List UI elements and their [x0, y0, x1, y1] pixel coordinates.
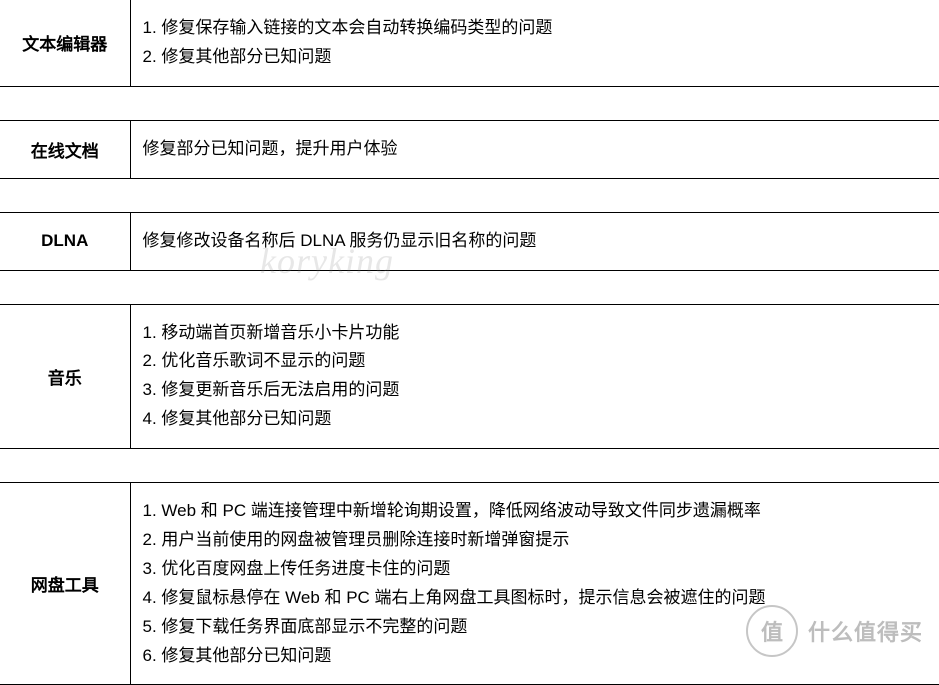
row-content: 1. Web 和 PC 端连接管理中新增轮询期设置，降低网络波动导致文件同步遗漏…: [130, 483, 939, 685]
table-row: 文本编辑器1. 修复保存输入链接的文本会自动转换编码类型的问题2. 修复其他部分…: [0, 0, 939, 86]
row-spacer: [0, 449, 939, 483]
list-item: 4. 修复其他部分已知问题: [143, 405, 928, 434]
list-item: 2. 用户当前使用的网盘被管理员删除连接时新增弹窗提示: [143, 526, 928, 555]
list-item: 1. 修复保存输入链接的文本会自动转换编码类型的问题: [143, 14, 928, 43]
changelog-table: 文本编辑器1. 修复保存输入链接的文本会自动转换编码类型的问题2. 修复其他部分…: [0, 0, 939, 685]
row-content: 1. 修复保存输入链接的文本会自动转换编码类型的问题2. 修复其他部分已知问题: [130, 0, 939, 86]
list-item: 1. 移动端首页新增音乐小卡片功能: [143, 319, 928, 348]
list-item: 3. 修复更新音乐后无法启用的问题: [143, 376, 928, 405]
row-spacer: [0, 178, 939, 212]
row-label: 音乐: [0, 304, 130, 449]
list-item: 5. 修复下载任务界面底部显示不完整的问题: [143, 613, 928, 642]
list-item: 修复修改设备名称后 DLNA 服务仍显示旧名称的问题: [143, 227, 928, 256]
row-content: 修复部分已知问题，提升用户体验: [130, 120, 939, 178]
list-item: 4. 修复鼠标悬停在 Web 和 PC 端右上角网盘工具图标时，提示信息会被遮住…: [143, 584, 928, 613]
row-spacer: [0, 86, 939, 120]
list-item: 2. 修复其他部分已知问题: [143, 43, 928, 72]
row-label: 在线文档: [0, 120, 130, 178]
table-row: 音乐1. 移动端首页新增音乐小卡片功能2. 优化音乐歌词不显示的问题3. 修复更…: [0, 304, 939, 449]
list-item: 1. Web 和 PC 端连接管理中新增轮询期设置，降低网络波动导致文件同步遗漏…: [143, 497, 928, 526]
list-item: 修复部分已知问题，提升用户体验: [143, 135, 928, 164]
row-label: 文本编辑器: [0, 0, 130, 86]
table-row: 在线文档修复部分已知问题，提升用户体验: [0, 120, 939, 178]
list-item: 2. 优化音乐歌词不显示的问题: [143, 347, 928, 376]
list-item: 6. 修复其他部分已知问题: [143, 642, 928, 671]
row-label: 网盘工具: [0, 483, 130, 685]
row-label: DLNA: [0, 212, 130, 270]
row-content: 修复修改设备名称后 DLNA 服务仍显示旧名称的问题: [130, 212, 939, 270]
table-row: DLNA 修复修改设备名称后 DLNA 服务仍显示旧名称的问题: [0, 212, 939, 270]
row-content: 1. 移动端首页新增音乐小卡片功能2. 优化音乐歌词不显示的问题3. 修复更新音…: [130, 304, 939, 449]
row-spacer: [0, 270, 939, 304]
table-row: 网盘工具 1. Web 和 PC 端连接管理中新增轮询期设置，降低网络波动导致文件…: [0, 483, 939, 685]
list-item: 3. 优化百度网盘上传任务进度卡住的问题: [143, 555, 928, 584]
